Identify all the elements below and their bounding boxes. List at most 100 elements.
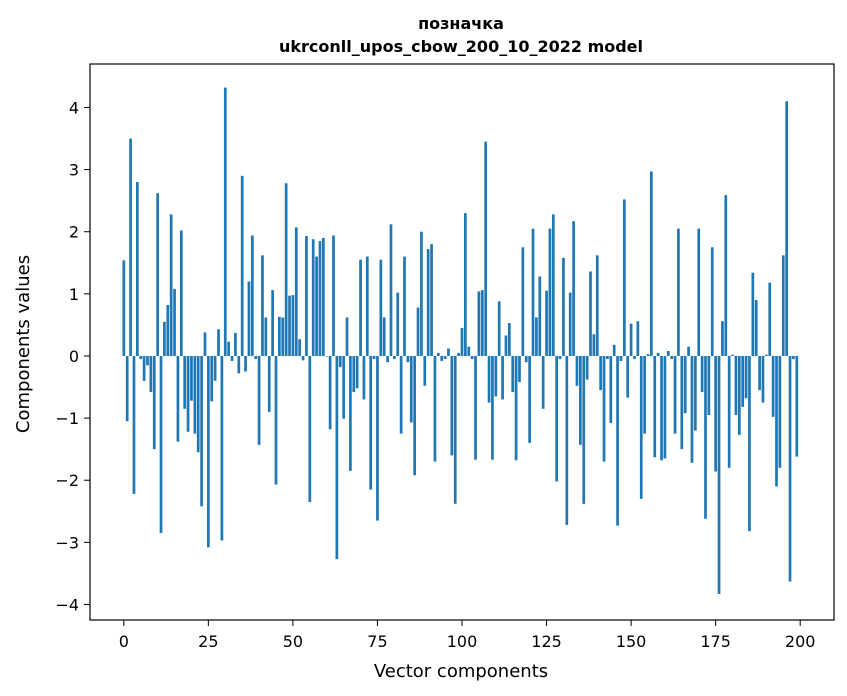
- bar: [220, 355, 224, 541]
- bar: [244, 355, 247, 372]
- x-axis: 0 25 50 75 100 125 150 175 200: [119, 620, 816, 651]
- bar: [301, 355, 305, 361]
- bar: [257, 355, 261, 445]
- bar: [382, 317, 386, 356]
- bar: [443, 355, 447, 360]
- bar: [311, 239, 315, 356]
- bar: [355, 355, 359, 389]
- bar: [430, 244, 433, 356]
- bar: [548, 228, 552, 356]
- bar: [585, 355, 589, 380]
- bar: [318, 241, 322, 356]
- bar: [589, 271, 592, 356]
- bar: [305, 236, 308, 356]
- bar: [717, 355, 721, 594]
- bar: [633, 355, 636, 360]
- chart-subtitle: ukrconll_upos_cbow_200_10_2022 model: [279, 37, 643, 56]
- bar: [646, 354, 650, 356]
- bar: [332, 235, 335, 356]
- bar: [629, 323, 633, 356]
- bar: [176, 355, 180, 442]
- bar: [609, 355, 613, 424]
- bar: [335, 355, 339, 560]
- bar: [619, 355, 623, 361]
- bar: [284, 183, 288, 356]
- y-tick-label: −1: [55, 409, 79, 428]
- bar: [639, 355, 643, 499]
- bar: [693, 355, 697, 431]
- x-tick-label: 200: [785, 632, 816, 651]
- bar: [365, 256, 369, 356]
- bar: [315, 256, 318, 356]
- bar: [217, 329, 220, 356]
- bar: [673, 355, 677, 434]
- bar: [677, 228, 680, 356]
- bar: [626, 355, 630, 398]
- bar: [328, 355, 332, 430]
- bar: [737, 355, 741, 435]
- y-tick-label: 2: [69, 223, 79, 242]
- bar: [599, 355, 603, 391]
- bar: [223, 87, 227, 356]
- bar: [135, 182, 139, 356]
- bar: [535, 317, 538, 356]
- bar: [193, 355, 197, 434]
- bar: [362, 355, 366, 400]
- bar: [751, 272, 755, 356]
- bar: [254, 355, 258, 360]
- bar: [294, 227, 298, 356]
- bar: [413, 355, 417, 476]
- bar: [545, 290, 548, 356]
- bar: [622, 199, 626, 356]
- bar: [775, 355, 778, 487]
- bar: [149, 355, 153, 393]
- bar: [250, 235, 254, 356]
- bar: [592, 334, 596, 356]
- bar: [200, 355, 203, 507]
- bar: [393, 355, 396, 360]
- bar: [447, 348, 450, 356]
- bar: [616, 355, 619, 526]
- bar: [210, 355, 214, 402]
- bar: [122, 260, 126, 356]
- x-tick-label: 0: [119, 632, 129, 651]
- bar: [785, 101, 789, 356]
- y-tick-label: 3: [69, 161, 79, 180]
- bar: [278, 316, 281, 356]
- bar: [734, 355, 738, 415]
- bar: [697, 228, 701, 356]
- bar: [653, 355, 657, 458]
- bar: [125, 355, 129, 422]
- bar: [579, 355, 582, 445]
- x-tick-label: 25: [198, 632, 218, 651]
- bar: [213, 355, 217, 381]
- bar: [721, 321, 724, 356]
- bar: [457, 352, 460, 356]
- bar: [521, 247, 525, 356]
- bar: [325, 355, 329, 357]
- bar: [541, 355, 545, 409]
- bar: [778, 355, 782, 468]
- bar: [169, 214, 173, 356]
- bar: [518, 355, 521, 383]
- bars-group: [122, 87, 799, 594]
- x-tick-label: 75: [367, 632, 387, 651]
- x-tick-label: 125: [531, 632, 562, 651]
- bar: [643, 355, 646, 434]
- bar: [788, 355, 792, 582]
- bar: [768, 282, 772, 356]
- bar: [744, 355, 748, 399]
- bar: [487, 355, 491, 403]
- bar: [524, 355, 528, 363]
- bar: [474, 355, 477, 460]
- bar: [403, 256, 406, 356]
- x-axis-label: Vector components: [374, 661, 548, 682]
- x-tick-label: 50: [283, 632, 303, 651]
- bar: [369, 355, 373, 490]
- bar: [230, 355, 234, 361]
- bar: [497, 301, 501, 356]
- y-axis: −4 −3 −2 −1 0 1 2 3 4: [55, 98, 90, 614]
- bar: [186, 355, 190, 432]
- bar: [132, 355, 136, 494]
